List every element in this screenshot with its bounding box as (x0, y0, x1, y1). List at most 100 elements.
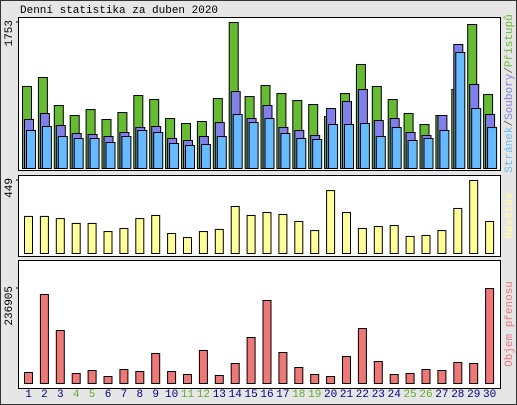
bar (232, 114, 243, 170)
bar (471, 108, 482, 169)
bar (103, 376, 113, 384)
legend-entry: Přístupů (503, 14, 516, 67)
bar (437, 230, 447, 255)
bar (357, 328, 367, 384)
bar (455, 51, 466, 169)
bar (216, 136, 227, 169)
bar (294, 367, 304, 384)
bar (169, 143, 180, 170)
legend-entry: Stránek (504, 126, 516, 173)
bar (278, 352, 288, 384)
bar (375, 136, 386, 169)
bar (389, 225, 399, 254)
bar (310, 230, 320, 255)
bar (328, 124, 339, 169)
bar (326, 376, 336, 384)
legend: Stránek/Soubory/Přístupů (503, 14, 516, 172)
bar (153, 132, 164, 170)
bar (135, 218, 145, 254)
x-tick-label: 20 (324, 389, 337, 401)
bar (421, 234, 431, 255)
x-tick-label: 14 (229, 389, 243, 401)
x-tick-label: 26 (419, 389, 432, 401)
bar (214, 374, 224, 385)
bar (57, 136, 68, 169)
x-tick-label: 5 (89, 389, 96, 401)
bar (183, 237, 192, 255)
bar (151, 214, 161, 255)
bar (89, 138, 100, 170)
x-tick-label: 19 (308, 389, 321, 401)
bar (344, 124, 354, 169)
bar (407, 140, 418, 170)
bar (55, 330, 65, 384)
bar (312, 139, 323, 169)
bar (200, 144, 211, 169)
bar (453, 362, 463, 384)
x-tick-label: 12 (197, 389, 210, 401)
bar (71, 373, 81, 385)
bar (342, 356, 351, 385)
bar (278, 213, 288, 254)
bar (151, 353, 161, 385)
bar (359, 123, 370, 170)
bar (71, 222, 81, 254)
x-tick-label: 27 (435, 389, 448, 401)
bar (137, 130, 148, 170)
y-tick-label: 236905 (4, 286, 16, 326)
bar (24, 215, 33, 254)
bar (87, 370, 97, 385)
bar (357, 227, 367, 255)
bar (262, 300, 272, 384)
bar (24, 372, 33, 384)
bar (198, 231, 208, 254)
legend-separator: / (504, 120, 516, 127)
bar (167, 233, 177, 254)
legend: Návštěv (504, 192, 516, 239)
bar (485, 288, 495, 384)
bar (437, 370, 447, 385)
bar (326, 190, 336, 255)
x-tick-label: 1 (25, 389, 32, 401)
bar (469, 180, 479, 254)
bar (39, 215, 49, 254)
bar (373, 226, 383, 255)
bar (185, 145, 195, 170)
x-tick-label: 21 (340, 389, 354, 401)
bar (389, 374, 399, 384)
x-tick-label: 28 (451, 389, 464, 401)
x-tick-label: 10 (165, 389, 178, 401)
x-tick-label: 23 (372, 389, 385, 401)
bar (423, 138, 434, 170)
x-tick-label: 15 (244, 389, 257, 401)
legend-entry: Objem přenosu (504, 281, 516, 367)
bar (121, 136, 132, 169)
x-tick-label: 30 (483, 389, 496, 401)
bar (105, 142, 116, 169)
bar (248, 122, 259, 169)
bar (391, 127, 402, 170)
bar (214, 228, 224, 254)
legend-separator: / (504, 67, 516, 74)
panel (18, 175, 501, 257)
bar (198, 350, 208, 384)
legend-entry: Návštěv (504, 192, 516, 239)
x-tick-label: 2 (41, 389, 48, 401)
bar (439, 130, 450, 170)
bar (405, 373, 415, 385)
chart-title: Denní statistika za duben 2020 (20, 5, 218, 17)
x-tick-label: 3 (57, 389, 64, 401)
bar (373, 361, 383, 385)
bar (230, 206, 240, 255)
y-tick-label: 1753 (4, 20, 16, 46)
bar (183, 374, 192, 384)
bar (487, 127, 498, 170)
x-tick-label: 13 (213, 389, 226, 401)
bar (421, 369, 431, 384)
bar (405, 235, 415, 254)
x-tick-label: 8 (136, 389, 143, 401)
x-tick-label: 24 (388, 389, 402, 401)
bar (103, 231, 113, 254)
bar (87, 222, 97, 254)
panel (18, 260, 501, 389)
